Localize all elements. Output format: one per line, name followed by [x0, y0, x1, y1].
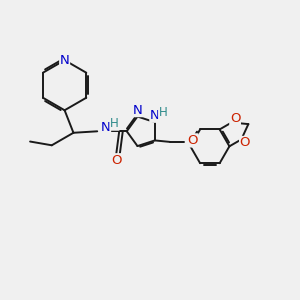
Text: O: O — [111, 154, 122, 167]
Text: N: N — [60, 54, 70, 67]
Text: O: O — [240, 136, 250, 149]
Text: O: O — [230, 112, 240, 125]
Text: H: H — [159, 106, 167, 119]
Text: N: N — [101, 121, 110, 134]
Text: O: O — [188, 134, 198, 147]
Text: N: N — [150, 109, 160, 122]
Text: H: H — [110, 117, 119, 130]
Text: N: N — [133, 103, 142, 117]
